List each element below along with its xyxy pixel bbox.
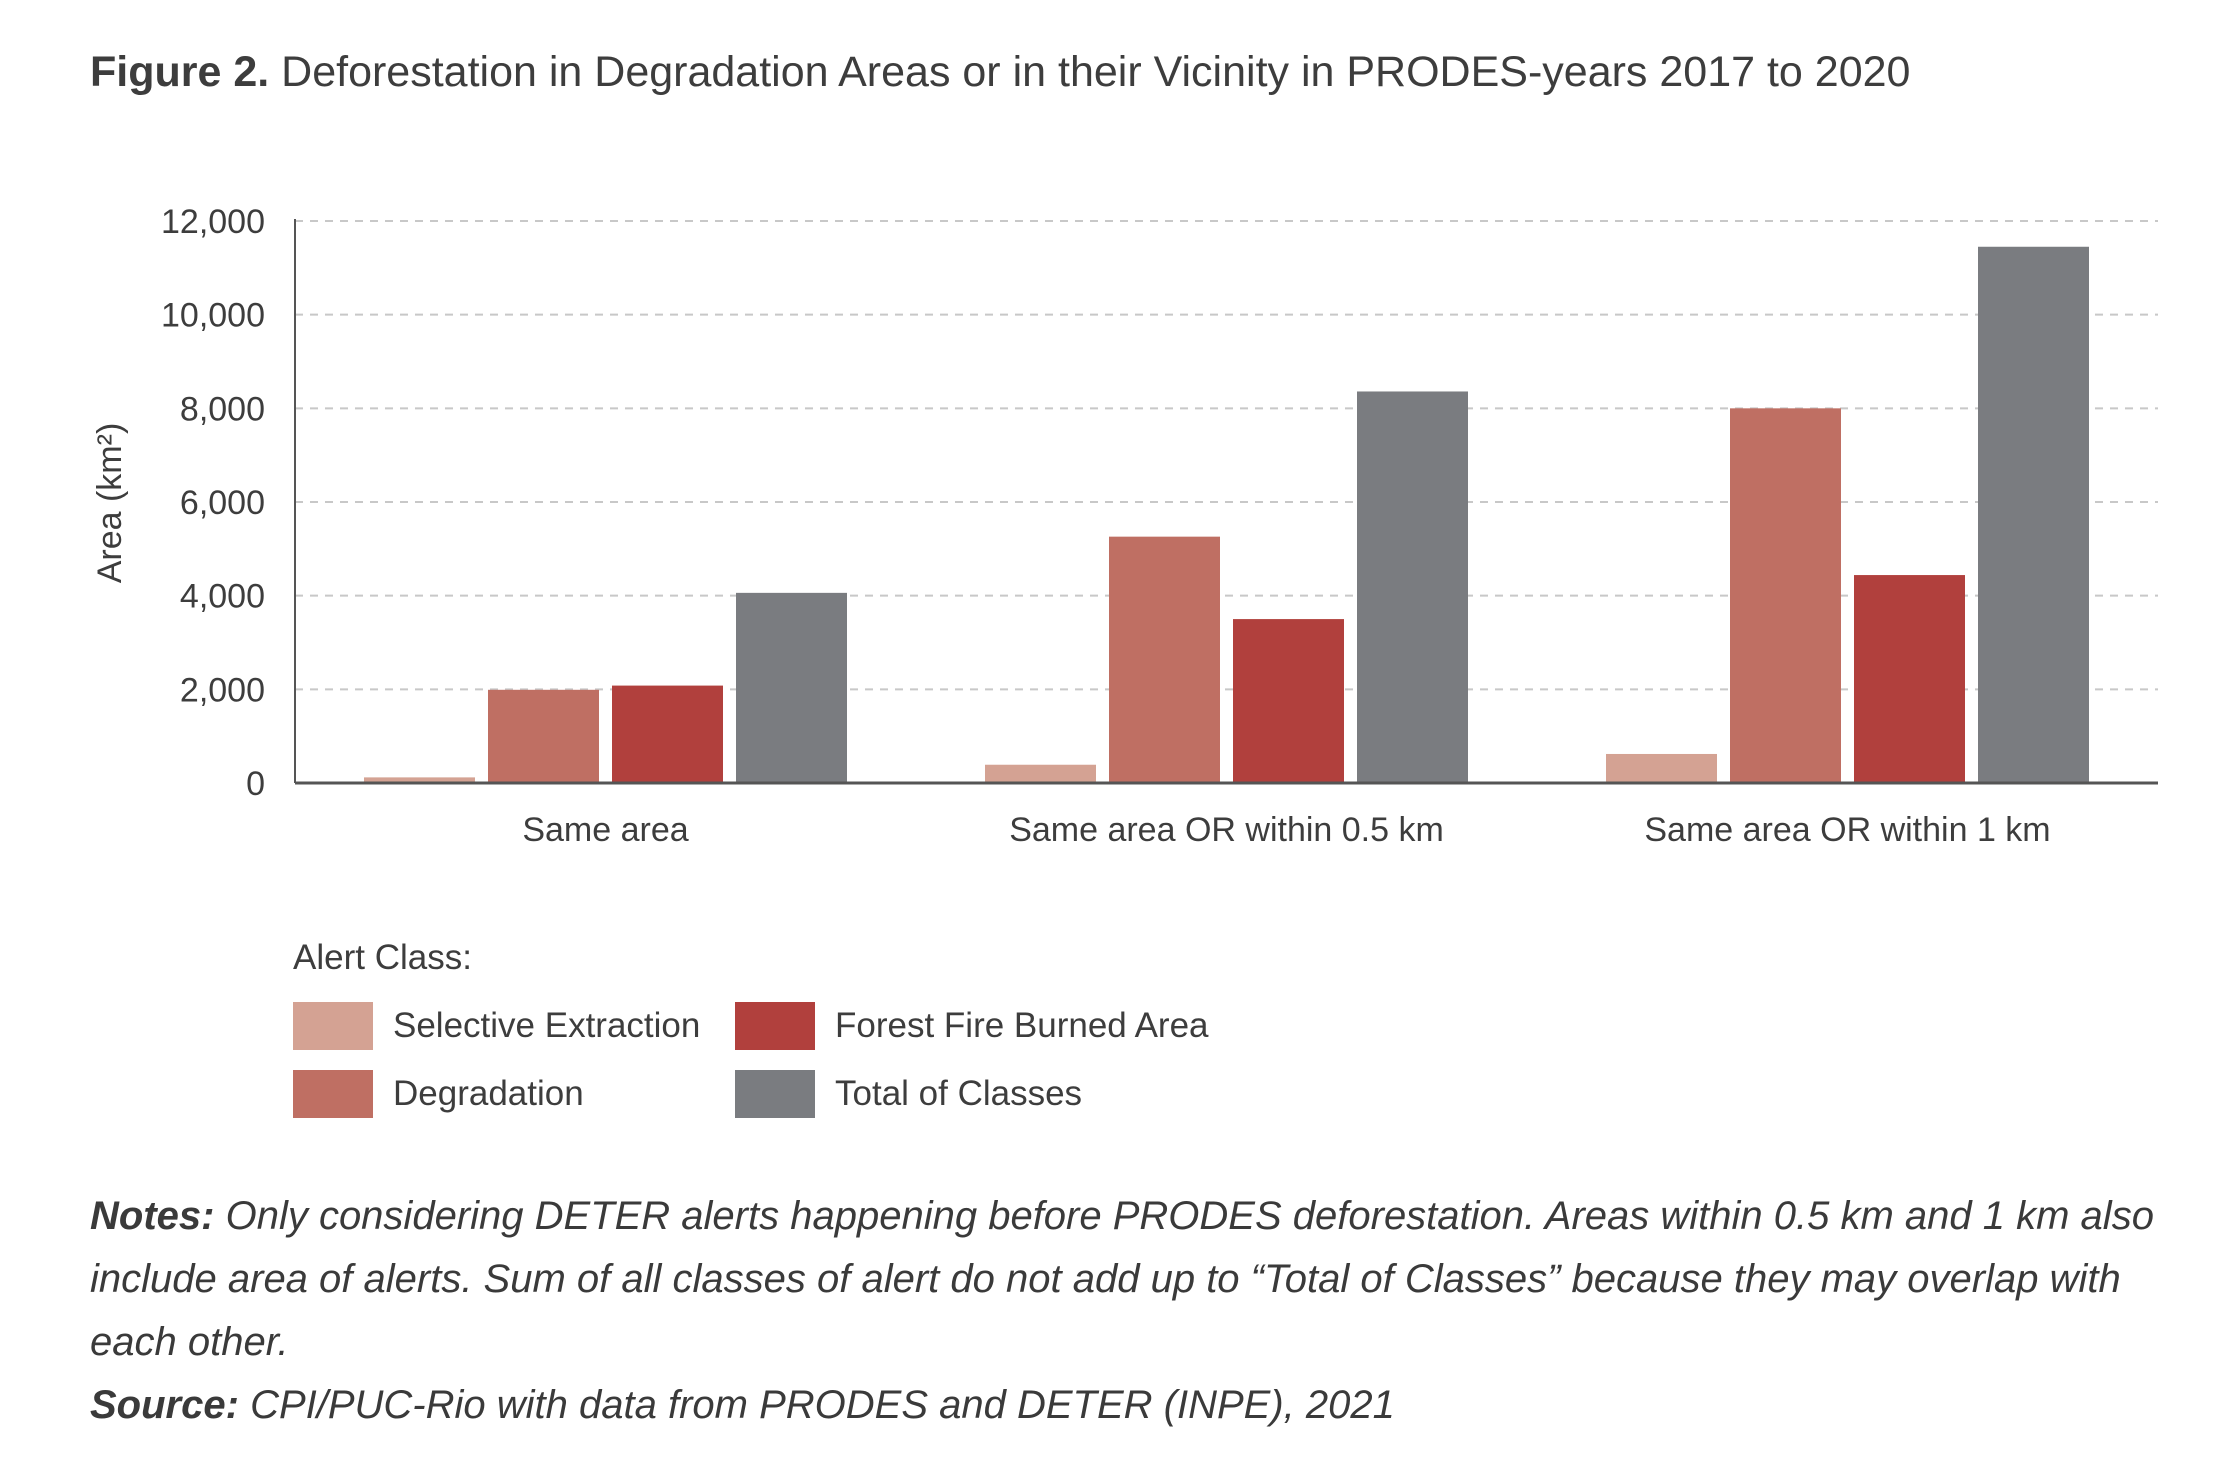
bar <box>1854 575 1965 783</box>
y-tick-label: 2,000 <box>180 671 265 709</box>
legend-item-total: Total of Classes <box>735 1070 1082 1118</box>
bar <box>488 689 599 783</box>
y-tick-label: 0 <box>246 765 265 803</box>
bar <box>985 764 1096 783</box>
figure-notes: Notes: Only considering DETER alerts hap… <box>90 1185 2170 1437</box>
legend-title: Alert Class: <box>293 938 472 977</box>
legend-swatch-selective-extraction <box>293 1002 373 1050</box>
legend-item-forest-fire: Forest Fire Burned Area <box>735 1002 1209 1050</box>
y-tick-label: 10,000 <box>161 297 265 335</box>
y-axis-label: Area (km²) <box>91 423 129 584</box>
notes-paragraph: Notes: Only considering DETER alerts hap… <box>90 1185 2170 1374</box>
notes-label: Notes: <box>90 1194 215 1238</box>
bar <box>612 685 723 783</box>
bar <box>1109 536 1220 783</box>
figure-label: Figure 2. <box>90 48 270 96</box>
bar <box>364 777 475 783</box>
bar <box>1978 246 2089 784</box>
legend-label-forest-fire: Forest Fire Burned Area <box>835 1006 1209 1045</box>
x-tick-label: Same area <box>522 811 688 849</box>
x-tick-label: Same area OR within 0.5 km <box>1009 811 1444 849</box>
legend-swatch-total <box>735 1070 815 1118</box>
figure-title: Figure 2. Deforestation in Degradation A… <box>90 48 1910 97</box>
x-tick-label: Same area OR within 1 km <box>1644 811 2050 849</box>
legend-swatch-degradation <box>293 1070 373 1118</box>
source-line: Source: CPI/PUC-Rio with data from PRODE… <box>90 1374 2170 1437</box>
legend-label-degradation: Degradation <box>393 1074 584 1113</box>
source-text: CPI/PUC-Rio with data from PRODES and DE… <box>250 1383 1395 1427</box>
bar <box>736 592 847 783</box>
legend-label-selective-extraction: Selective Extraction <box>393 1006 701 1045</box>
y-tick-label: 6,000 <box>180 484 265 522</box>
legend-label-total: Total of Classes <box>835 1074 1083 1113</box>
legend-item-selective-extraction: Selective Extraction <box>293 1002 700 1050</box>
bar <box>1357 391 1468 783</box>
source-label: Source: <box>90 1383 239 1427</box>
y-tick-label: 12,000 <box>161 203 265 241</box>
y-tick-label: 4,000 <box>180 578 265 616</box>
legend-item-degradation: Degradation <box>293 1070 584 1118</box>
bar-chart: 0 2,000 4,000 6,000 8,000 10,000 12,000 Area (k… <box>91 203 2158 849</box>
bar <box>1606 753 1717 783</box>
bar <box>1730 408 1841 783</box>
bar <box>1233 619 1344 783</box>
figure-title-text: Deforestation in Degradation Areas or in… <box>281 48 1911 96</box>
y-tick-label: 8,000 <box>180 390 265 428</box>
legend-swatch-forest-fire <box>735 1002 815 1050</box>
notes-text: Only considering DETER alerts happening … <box>90 1194 2154 1364</box>
